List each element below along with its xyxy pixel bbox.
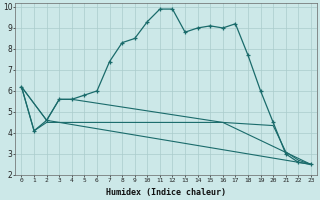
X-axis label: Humidex (Indice chaleur): Humidex (Indice chaleur) — [106, 188, 226, 197]
